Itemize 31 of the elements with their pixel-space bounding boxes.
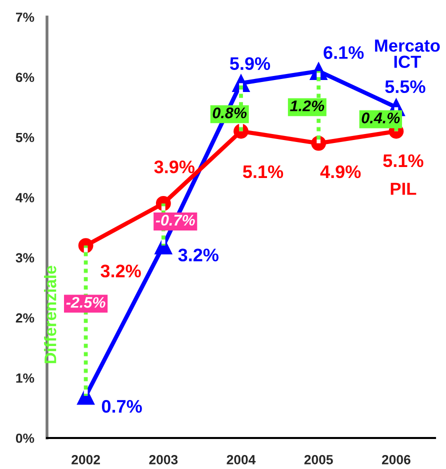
data-label: 4.9%	[320, 165, 361, 178]
data-label: 3.2%	[100, 264, 141, 278]
x-tick-label: 2006	[382, 455, 410, 464]
data-label: -2.5%	[66, 297, 106, 308]
series-label: Mercato ICT	[375, 40, 440, 68]
data-label: -0.7%	[156, 214, 195, 226]
y-tick-label: 2%	[16, 313, 34, 323]
y-tick-label: 5%	[16, 132, 34, 142]
x-tick-label: 2003	[149, 455, 178, 464]
y-tick-label: 0%	[16, 434, 34, 443]
y-tick-label: 3%	[16, 253, 34, 262]
data-label: 5.1%	[242, 165, 284, 178]
data-label: 5.9%	[230, 57, 270, 70]
x-tick-label: 2002	[72, 455, 100, 464]
x-tick-label: 2005	[304, 455, 333, 464]
y-tick-label: 6%	[16, 72, 34, 82]
y-tick-label: 7%	[16, 12, 34, 22]
x-tick-label: 2004	[226, 455, 256, 464]
data-label: 3.9%	[154, 160, 194, 174]
data-label: 1.2%	[290, 100, 324, 112]
y-tick-label: 1%	[16, 373, 34, 383]
data-label: 5.5%	[385, 80, 426, 94]
text: Differenziale	[44, 266, 56, 364]
y-tick-label: 4%	[16, 193, 34, 202]
data-label: 0.7%	[102, 400, 142, 413]
data-label: 6.1%	[324, 46, 364, 59]
data-label: 0.8%	[212, 107, 247, 118]
data-label: 0.4.%	[362, 112, 400, 124]
data-label: 3.2%	[178, 248, 218, 262]
data-label: 5.1%	[383, 154, 424, 168]
text: PIL	[390, 182, 416, 195]
